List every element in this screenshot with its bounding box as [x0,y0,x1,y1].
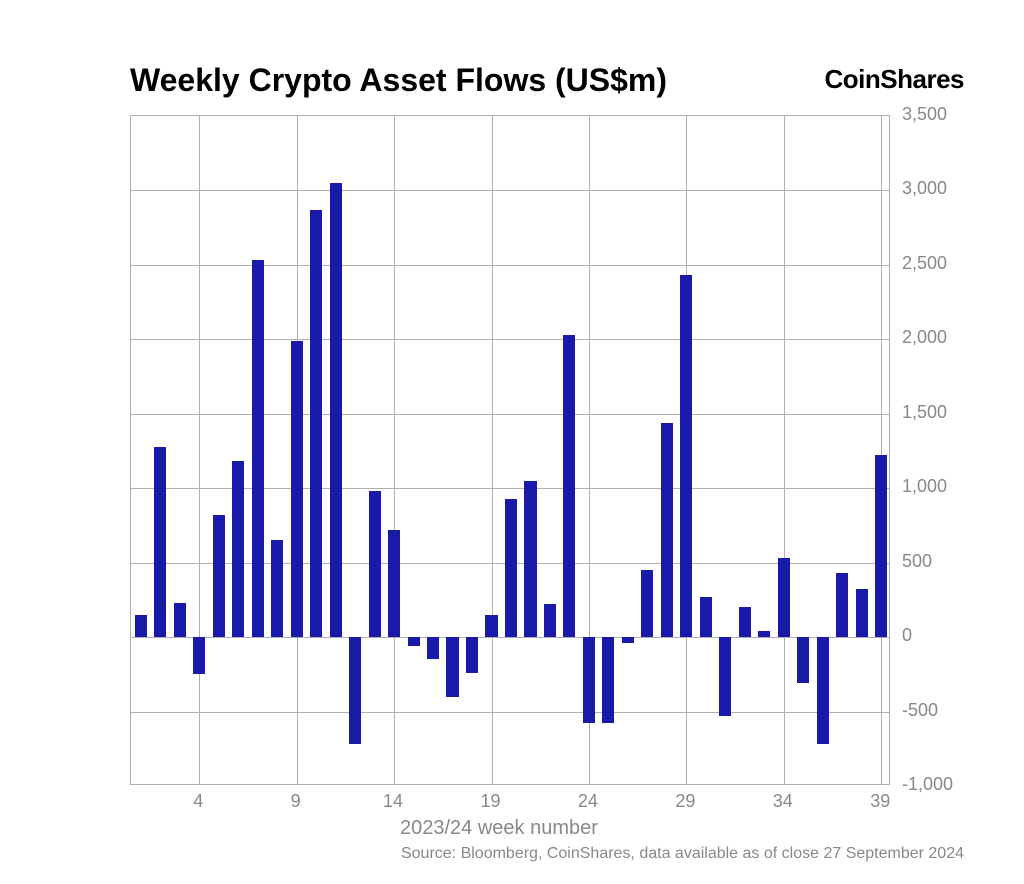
bar [388,530,400,637]
bar [427,637,439,659]
bar [310,210,322,637]
bar [778,558,790,637]
ytick-label: 3,500 [902,104,962,125]
brand-label: CoinShares [825,64,965,95]
ytick-label: -500 [902,700,962,721]
bar [154,447,166,638]
bar [349,637,361,744]
bar [252,260,264,637]
bar [563,335,575,637]
ytick-label: 2,500 [902,253,962,274]
vgridline [394,116,395,784]
xtick-label: 9 [281,791,311,812]
bar [641,570,653,637]
xtick-label: 34 [768,791,798,812]
vgridline [784,116,785,784]
bar [797,637,809,683]
xtick-label: 29 [670,791,700,812]
xtick-label: 19 [476,791,506,812]
bar [505,499,517,637]
bar [817,637,829,744]
gridline [131,339,889,340]
gridline [131,712,889,713]
bar [700,597,712,637]
bar [408,637,420,646]
bar [213,515,225,637]
ytick-label: 500 [902,551,962,572]
bar [135,615,147,637]
ytick-label: 1,000 [902,476,962,497]
bar [758,631,770,637]
bar [485,615,497,637]
gridline [131,488,889,489]
bar [544,604,556,637]
gridline [131,190,889,191]
xtick-label: 39 [865,791,895,812]
xtick-label: 14 [378,791,408,812]
gridline [131,637,889,638]
bar [232,461,244,637]
ytick-label: 2,000 [902,327,962,348]
bar [291,341,303,637]
plot-area [130,115,890,785]
bar [836,573,848,637]
bar [622,637,634,643]
ytick-label: 0 [902,625,962,646]
chart-title: Weekly Crypto Asset Flows (US$m) [130,62,667,99]
bar [369,491,381,637]
ytick-label: 1,500 [902,402,962,423]
xtick-label: 4 [183,791,213,812]
vgridline [881,116,882,784]
gridline [131,414,889,415]
ytick-label: -1,000 [902,774,962,795]
bar [466,637,478,673]
gridline [131,265,889,266]
bar [602,637,614,723]
bar [680,275,692,637]
x-axis-label: 2023/24 week number [400,817,598,840]
bar [174,603,186,637]
ytick-label: 3,000 [902,178,962,199]
bar [661,423,673,637]
bar [193,637,205,674]
vgridline [199,116,200,784]
bar [524,481,536,637]
bar [330,183,342,637]
bar [875,455,887,637]
bar [583,637,595,723]
bar [719,637,731,716]
bar [856,589,868,637]
bar [271,540,283,637]
bar [446,637,458,697]
source-text: Source: Bloomberg, CoinShares, data avai… [401,845,964,863]
bar [739,607,751,637]
vgridline [492,116,493,784]
xtick-label: 24 [573,791,603,812]
